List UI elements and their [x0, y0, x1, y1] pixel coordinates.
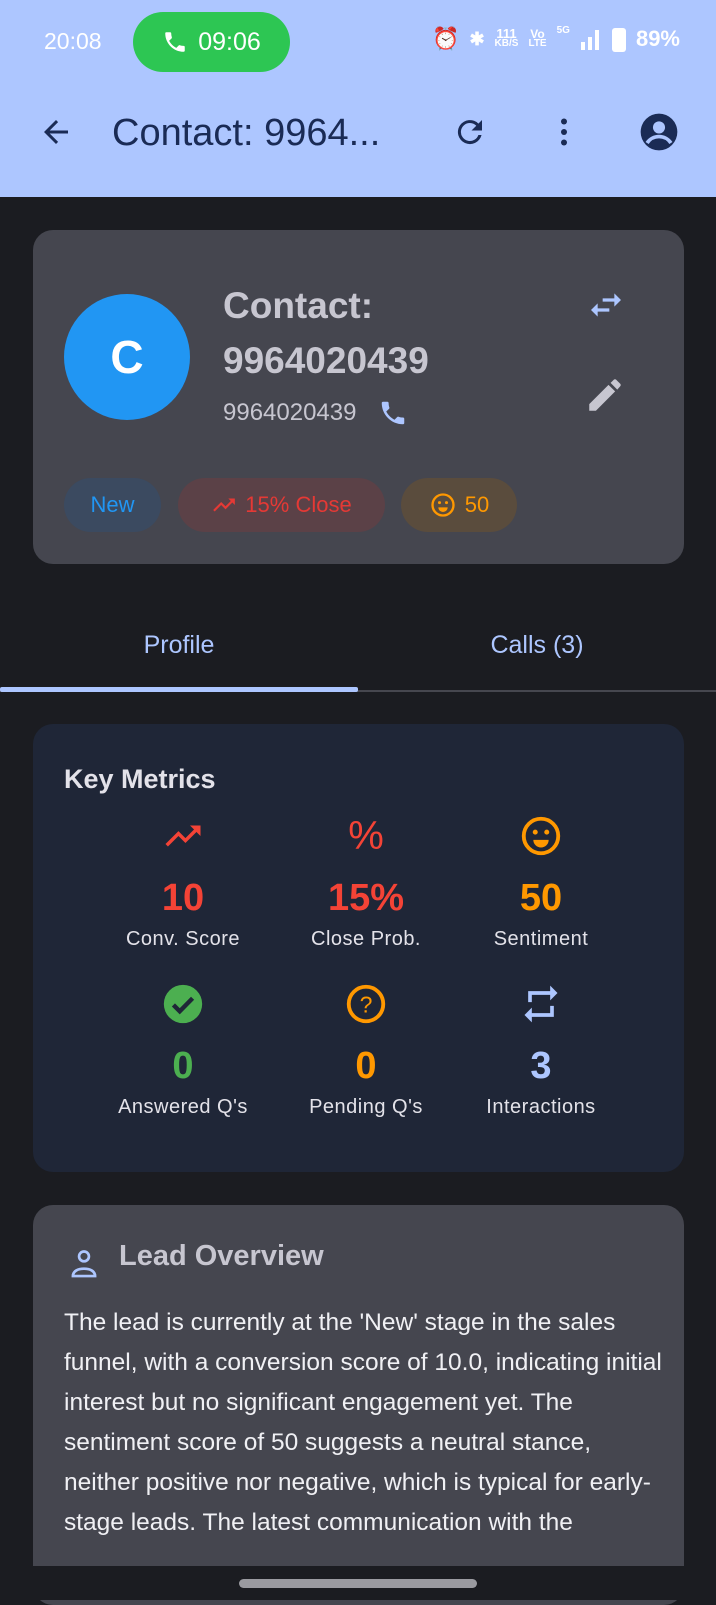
- contact-name: Contact: 9964020439: [223, 285, 429, 381]
- swap-icon[interactable]: [586, 285, 626, 325]
- section-title: Key Metrics: [64, 764, 216, 794]
- metric-pending: ? 0 Pending Q's: [266, 984, 466, 1119]
- edit-icon[interactable]: [584, 374, 626, 416]
- metric-close-prob: % 15% Close Prob.: [311, 813, 421, 951]
- trending-up-icon: [165, 825, 201, 847]
- refresh-icon[interactable]: [448, 110, 492, 154]
- call-icon[interactable]: [378, 398, 408, 428]
- sentiment-chip: 50: [401, 478, 517, 532]
- battery-percent: 89%: [635, 26, 680, 51]
- status-time: 20:08: [44, 28, 102, 54]
- metric-sentiment: 50 Sentiment: [441, 816, 641, 951]
- page-title: Contact: 9964...: [112, 112, 381, 154]
- bluetooth-icon: ✱: [469, 28, 485, 49]
- trending-up-icon: [213, 498, 236, 512]
- volte-icon: Vo LTE: [528, 27, 547, 49]
- repeat-icon: [524, 985, 558, 1023]
- contact-phone: 9964020439: [223, 398, 408, 428]
- stage-chip: New: [64, 478, 161, 532]
- ongoing-call-pill[interactable]: 09:06: [133, 12, 290, 72]
- tab-bar: Profile Calls (3): [0, 600, 716, 692]
- metric-interactions: 3 Interactions: [441, 984, 641, 1119]
- close-prob-chip: 15% Close: [178, 478, 385, 532]
- home-handle[interactable]: [239, 1579, 477, 1588]
- lead-overview-card: Lead Overview The lead is currently at t…: [33, 1205, 684, 1605]
- account-circle-icon[interactable]: [637, 110, 681, 154]
- more-vert-icon[interactable]: [542, 110, 586, 154]
- phone-icon: [165, 32, 185, 52]
- battery-icon: [611, 28, 626, 52]
- contact-card: C Contact: 9964020439 9964020439 New 15% …: [33, 230, 684, 564]
- alarm-icon: ⏰: [432, 26, 460, 51]
- metric-answered: 0 Answered Q's: [83, 984, 283, 1119]
- network-type: 5G: [556, 25, 570, 36]
- check-circle-icon: [163, 984, 203, 1024]
- key-metrics-card: Key Metrics 10 Conv. Score % 15% Close Pro…: [33, 724, 684, 1172]
- smiley-icon: [431, 493, 455, 517]
- tab-profile[interactable]: Profile: [143, 630, 215, 659]
- avatar: C: [64, 294, 190, 420]
- active-tab-indicator: [0, 687, 358, 692]
- phone-number: 9964020439: [223, 399, 357, 426]
- metric-conv-score: 10 Conv. Score: [83, 816, 283, 951]
- person-outline-icon: [71, 1250, 97, 1278]
- header: 20:08 09:06 ⏰ ✱ 111 KB/S Vo LTE 5G 89% Con…: [0, 0, 716, 197]
- section-title: Lead Overview: [119, 1240, 324, 1272]
- smiley-icon: [521, 816, 561, 856]
- net-speed: 111 KB/S: [494, 26, 519, 49]
- help-circle-icon: ?: [346, 984, 386, 1024]
- gesture-bar: [0, 1566, 716, 1600]
- call-timer: 09:06: [198, 27, 261, 56]
- tab-calls[interactable]: Calls (3): [490, 630, 584, 659]
- signal-icon: [580, 30, 599, 50]
- svg-text:?: ?: [360, 992, 373, 1018]
- percent-icon: %: [348, 813, 384, 858]
- back-arrow-icon[interactable]: [34, 110, 78, 154]
- overview-text: The lead is currently at the 'New' stage…: [64, 1309, 662, 1536]
- status-icons: ⏰ ✱ 111 KB/S Vo LTE 5G 89%: [432, 26, 680, 52]
